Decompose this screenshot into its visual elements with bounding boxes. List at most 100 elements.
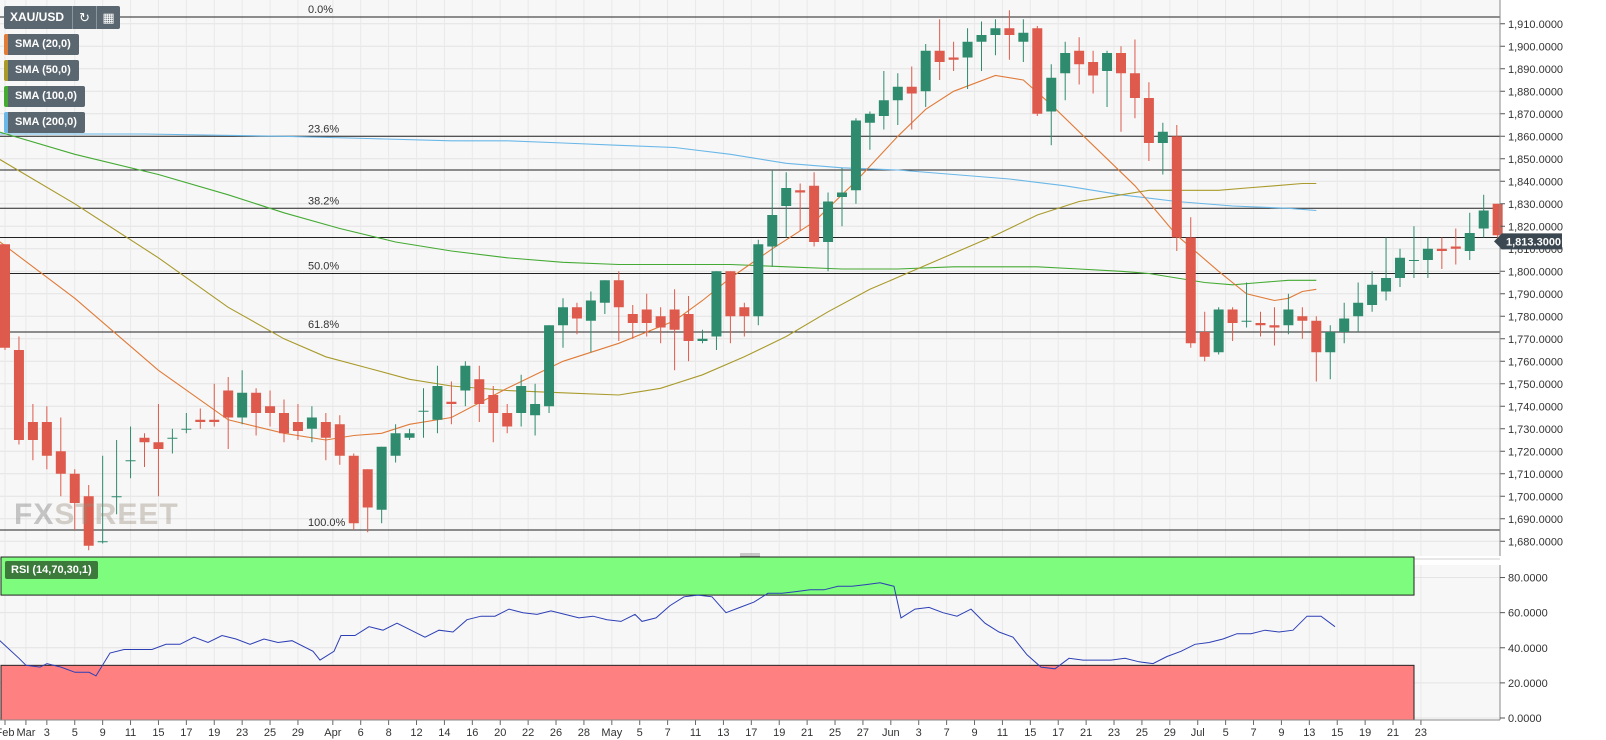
time-tick-label: 11 xyxy=(125,727,136,739)
price-tick-label: 1,800.0000 xyxy=(1508,266,1563,278)
candle-up xyxy=(1381,278,1392,292)
candle-up xyxy=(585,300,596,321)
candle-down xyxy=(139,437,150,443)
candle-up xyxy=(181,428,192,430)
candle-down xyxy=(669,309,680,330)
candle-down xyxy=(906,86,917,94)
candle-up xyxy=(1060,53,1071,74)
candle-down xyxy=(1311,320,1322,353)
time-tick-label: 21 xyxy=(1387,727,1399,739)
candle-up xyxy=(125,460,136,462)
candle-down xyxy=(934,50,945,62)
candle-down xyxy=(446,401,457,404)
candle-up xyxy=(1408,260,1419,261)
price-tick-label: 1,750.0000 xyxy=(1508,379,1563,391)
candle-down xyxy=(55,451,66,474)
candle-up xyxy=(920,50,931,92)
time-tick-label: 9 xyxy=(100,727,106,739)
fib-label: 23.6% xyxy=(308,123,339,135)
candle-down xyxy=(795,190,806,193)
candle-up xyxy=(1046,77,1057,112)
candle-up xyxy=(1422,248,1433,260)
current-price-label: 1,813.3000 xyxy=(1506,236,1561,248)
time-tick-label: 9 xyxy=(971,727,977,739)
time-tick-label: 25 xyxy=(1136,727,1148,739)
horizontal-lines xyxy=(0,16,1500,531)
indicator-sma-50[interactable]: SMA (50,0) xyxy=(4,60,79,81)
candle-down xyxy=(1227,309,1238,323)
candle-up xyxy=(976,35,987,42)
time-tick-label: 23 xyxy=(1415,727,1427,739)
candle-down xyxy=(1269,325,1280,328)
time-tick-label: 5 xyxy=(637,727,643,739)
time-tick-label: 7 xyxy=(1250,727,1256,739)
indicator-sma-100[interactable]: SMA (100,0) xyxy=(4,86,85,107)
price-tick-label: 1,760.0000 xyxy=(1508,356,1563,368)
current-price-badge xyxy=(1494,233,1562,250)
candle-up xyxy=(237,392,248,418)
rsi-indicator-label[interactable]: RSI (14,70,30,1) xyxy=(5,561,98,579)
fxstreet-watermark: FXSTREET xyxy=(14,498,179,531)
candle-up xyxy=(1325,332,1336,353)
price-tick-label: 1,850.0000 xyxy=(1508,154,1563,166)
candle-down xyxy=(195,419,206,422)
candle-up xyxy=(376,446,387,510)
time-tick-label: 17 xyxy=(1052,727,1064,739)
calendar-icon[interactable]: ▦ xyxy=(96,6,120,29)
fib-label: 100.0% xyxy=(308,517,346,529)
time-tick-label: 25 xyxy=(829,727,841,739)
candle-down xyxy=(1129,73,1140,98)
candle-up xyxy=(990,28,1001,35)
candle-down xyxy=(1171,136,1182,238)
indicator-sma-200[interactable]: SMA (200,0) xyxy=(4,112,85,133)
candle-up xyxy=(404,433,415,438)
candle-up xyxy=(460,365,471,391)
candle-up xyxy=(111,496,122,498)
rsi-tick-label: 40.0000 xyxy=(1508,643,1548,655)
time-tick-label: 9 xyxy=(1278,727,1284,739)
candle-down xyxy=(683,314,694,341)
price-tick-label: 1,780.0000 xyxy=(1508,311,1563,323)
time-tick-label: 11 xyxy=(690,727,701,739)
candle-up xyxy=(962,41,973,58)
indicator-sma-20[interactable]: SMA (20,0) xyxy=(4,34,79,55)
time-tick-label: 14 xyxy=(438,727,450,739)
time-tick-label: 6 xyxy=(358,727,364,739)
candle-up xyxy=(306,417,317,429)
time-tick-label: 12 xyxy=(410,727,422,739)
candle-up xyxy=(1353,302,1364,317)
current-price-marker: 1,813.3000 xyxy=(1494,233,1562,250)
time-tick-label: 13 xyxy=(1303,727,1315,739)
candle-up xyxy=(1283,309,1294,326)
symbol-box: XAU/USD ↻ ▦ xyxy=(4,6,121,29)
time-tick-label: 16 xyxy=(466,727,478,739)
candle-down xyxy=(153,442,164,449)
candle-up xyxy=(1213,309,1224,353)
candle-down xyxy=(571,307,582,319)
price-tick-label: 1,710.0000 xyxy=(1508,469,1563,481)
candle-up xyxy=(697,338,708,341)
rsi-tick-label: 60.0000 xyxy=(1508,608,1548,620)
time-tick-label: 28 xyxy=(578,727,590,739)
candle-down xyxy=(1143,98,1154,143)
rsi-tick-label: 0.0000 xyxy=(1508,713,1542,725)
time-tick-label: 23 xyxy=(1108,727,1120,739)
price-tick-label: 1,690.0000 xyxy=(1508,514,1563,526)
time-tick-label: 26 xyxy=(550,727,562,739)
refresh-icon[interactable]: ↻ xyxy=(72,6,96,29)
candle-up xyxy=(544,325,555,407)
candle-down xyxy=(739,307,750,317)
candle-up xyxy=(837,192,847,197)
time-tick-label: 25 xyxy=(264,727,276,739)
time-tick-label: 27 xyxy=(857,727,869,739)
rsi-axis: 80.0000 60.0000 40.0000 20.0000 0.0000 xyxy=(1499,565,1548,725)
candle-up xyxy=(167,437,178,439)
candle-down xyxy=(1074,50,1085,65)
candle-down xyxy=(613,280,624,308)
symbol-label[interactable]: XAU/USD xyxy=(10,10,65,24)
candle-down xyxy=(83,496,94,546)
candle-down xyxy=(1436,248,1447,251)
time-tick-label: 3 xyxy=(44,727,50,739)
candle-down xyxy=(292,422,303,431)
